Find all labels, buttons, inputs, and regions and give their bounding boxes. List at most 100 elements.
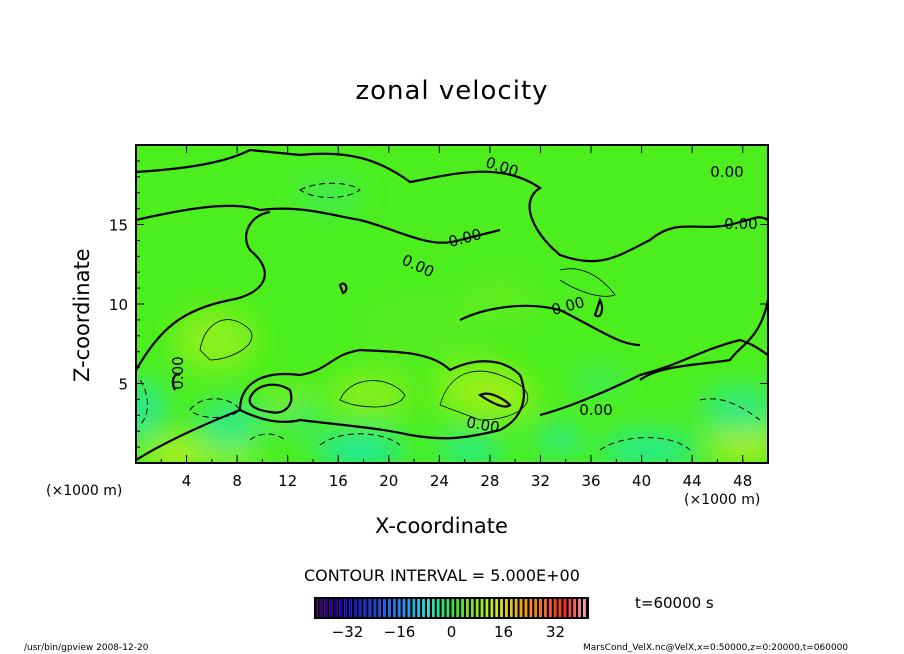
field-blob: [570, 368, 630, 392]
colorbar-separator: [541, 598, 545, 618]
colorbar-bin: [578, 598, 581, 618]
colorbar-bin: [563, 598, 567, 618]
colorbar-separator: [580, 598, 584, 618]
colorbar-bin: [549, 598, 552, 618]
colorbar-bin: [402, 598, 406, 618]
colorbar-separator: [551, 598, 554, 618]
contour-interval: CONTOUR INTERVAL = 5.000E+00: [304, 566, 580, 585]
footer-right: MarsCond_VelX.nc@VelX,x=0:50000,z=0:2000…: [583, 643, 849, 653]
colorbar-bin: [524, 598, 528, 618]
y-tick-label: 5: [118, 376, 128, 394]
colorbar-bin: [544, 598, 547, 618]
colorbar-bin: [466, 598, 469, 618]
y-tick-label: 10: [109, 296, 128, 314]
contour-line-negative: [319, 433, 401, 446]
colorbar-bin: [334, 598, 338, 618]
colorbar-bin: [393, 598, 396, 618]
colorbar-separator: [434, 598, 437, 618]
colorbar-separator: [537, 598, 540, 618]
colorbar-separator: [502, 598, 506, 618]
colorbar-separator: [493, 598, 496, 618]
x-tick-label: 20: [379, 472, 398, 490]
colorbar-frame: [314, 597, 589, 619]
colorbar-bin: [573, 598, 577, 618]
contour-line-zero: [338, 282, 348, 295]
colorbar-separator: [478, 598, 481, 618]
contour-line-positive: [339, 380, 406, 408]
colorbar-separator: [366, 598, 369, 618]
field-blob: [315, 432, 405, 463]
contour-line-negative: [249, 433, 286, 441]
colorbar-separator: [483, 598, 486, 618]
colorbar-bin: [529, 598, 533, 618]
colorbar-bin: [422, 598, 425, 618]
colorbar-separator: [473, 598, 476, 618]
field-blob: [295, 177, 365, 213]
field-blob: [360, 300, 480, 360]
field-blob: [710, 427, 768, 463]
colorbar-separator: [512, 598, 515, 618]
x-tick-label: 48: [733, 472, 752, 490]
colorbar-separator: [424, 598, 428, 618]
colorbar-separator: [507, 598, 510, 618]
field-blob: [175, 310, 255, 370]
x-tick-label: 16: [329, 472, 348, 490]
contour-line-zero: [136, 210, 271, 371]
contour-line-zero: [248, 383, 293, 414]
colorbar-separator: [527, 598, 530, 618]
contour-line-negative: [699, 398, 761, 421]
colorbar-separator: [410, 598, 413, 618]
colorbar-bin: [417, 598, 421, 618]
colorbar-separator: [327, 598, 330, 618]
contour-line-negative: [299, 182, 361, 198]
x-tick-label: 24: [430, 472, 449, 490]
colorbar-separator: [322, 598, 325, 618]
colorbar-bin: [349, 598, 352, 618]
contour-line-zero: [136, 348, 525, 461]
contour-line-zero: [136, 148, 768, 263]
colorbar-separator: [439, 598, 442, 618]
colorbar-tick-label: 32: [546, 623, 565, 641]
x-tick-label: 40: [632, 472, 651, 490]
colorbar-separator: [459, 598, 462, 618]
contour-line-zero: [136, 204, 501, 244]
colorbar-bin: [446, 598, 450, 618]
y-axis-label: Z-coordinate: [70, 248, 94, 382]
colorbar-bin: [510, 598, 513, 618]
contour-label: 0.00: [724, 215, 757, 233]
colorbar-tick-label: −32: [332, 623, 364, 641]
colorbar-bin: [505, 598, 508, 618]
colorbar-separator: [342, 598, 345, 618]
colorbar-separator: [576, 598, 579, 618]
contour-line-positive: [559, 268, 616, 297]
colorbar-bin: [441, 598, 445, 618]
colorbar-separator: [346, 598, 350, 618]
colorbar-separator: [522, 598, 525, 618]
x-tick-label: 4: [182, 472, 192, 490]
field-blob: [330, 373, 410, 417]
colorbar-bin: [315, 598, 318, 618]
colorbar-separator: [468, 598, 471, 618]
field-blob: [145, 437, 205, 463]
contour-line-positive: [199, 319, 253, 361]
colorbar-separator: [532, 598, 535, 618]
colorbar-separator: [356, 598, 359, 618]
colorbar-bin: [461, 598, 464, 618]
contour-line-negative: [599, 437, 691, 451]
colorbar-bin: [451, 598, 455, 618]
field-blob: [700, 385, 768, 435]
colorbar-bin: [490, 598, 494, 618]
colorbar-separator: [498, 598, 501, 618]
x-tick-label: 8: [232, 472, 242, 490]
colorbar-separator: [332, 598, 335, 618]
colorbar-bin: [553, 598, 557, 618]
colorbar-bin: [471, 598, 474, 618]
x-tick-label: 12: [278, 472, 297, 490]
contour-line-zero: [459, 304, 641, 347]
colorbar-bin: [436, 598, 440, 618]
colorbar-separator: [381, 598, 384, 618]
colorbar-separator: [517, 598, 520, 618]
colorbar-separator: [444, 598, 447, 618]
